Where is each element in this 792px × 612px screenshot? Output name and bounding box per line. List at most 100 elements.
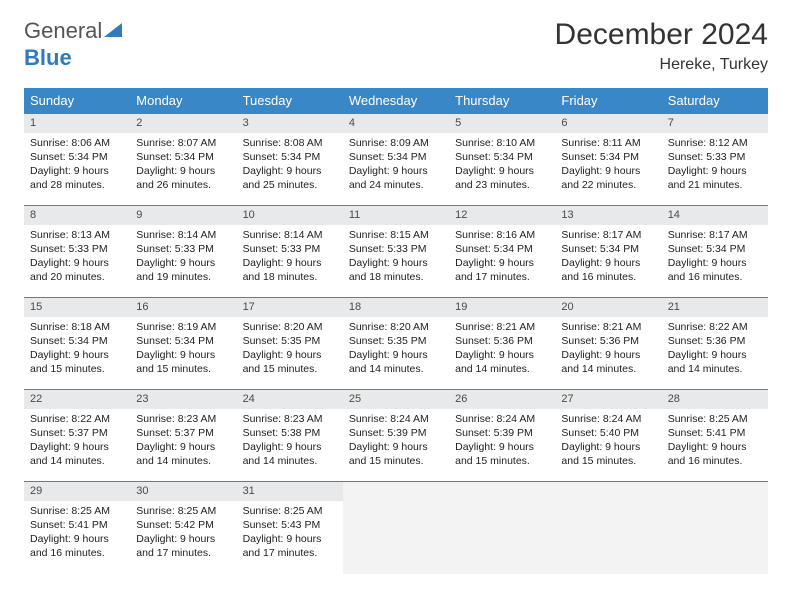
day-info: Sunrise: 8:23 AMSunset: 5:38 PMDaylight:… [237,409,343,473]
day-info: Sunrise: 8:12 AMSunset: 5:33 PMDaylight:… [662,133,768,197]
sunset-line: Sunset: 5:39 PM [455,427,533,439]
day-number: 27 [555,390,661,409]
daylight-line: Daylight: 9 hours and 16 minutes. [30,533,109,559]
day-info: Sunrise: 8:21 AMSunset: 5:36 PMDaylight:… [449,317,555,381]
calendar-day: 21Sunrise: 8:22 AMSunset: 5:36 PMDayligh… [662,298,768,390]
sunset-line: Sunset: 5:34 PM [349,151,427,163]
day-number: 28 [662,390,768,409]
sunset-line: Sunset: 5:43 PM [243,519,321,531]
daylight-line: Daylight: 9 hours and 28 minutes. [30,165,109,191]
sunrise-line: Sunrise: 8:21 AM [561,321,641,333]
header: General Blue December 2024 Hereke, Turke… [24,18,768,74]
day-info: Sunrise: 8:25 AMSunset: 5:41 PMDaylight:… [24,501,130,565]
day-number: 31 [237,482,343,501]
sunset-line: Sunset: 5:33 PM [349,243,427,255]
daylight-line: Daylight: 9 hours and 14 minutes. [136,441,215,467]
daylight-line: Daylight: 9 hours and 17 minutes. [136,533,215,559]
calendar-day: 30 Sunrise: 8:25 AM Sunset: 5:42 PM Dayligh… [130,482,236,574]
calendar-day: 22Sunrise: 8:22 AMSunset: 5:37 PMDayligh… [24,390,130,482]
logo-word-a: General [24,18,102,43]
day-number: 29 [24,482,130,501]
sunset-line: Sunset: 5:34 PM [243,151,321,163]
day-info: Sunrise: 8:06 AMSunset: 5:34 PMDaylight:… [24,133,130,197]
sunrise-line: Sunrise: 8:21 AM [455,321,535,333]
sunrise-line: Sunrise: 8:06 AM [30,137,110,149]
calendar-day: 18Sunrise: 8:20 AMSunset: 5:35 PMDayligh… [343,298,449,390]
day-number: 7 [662,114,768,133]
sunset-line: Sunset: 5:37 PM [136,427,214,439]
day-info: Sunrise: 8:14 AMSunset: 5:33 PMDaylight:… [130,225,236,289]
day-number: 12 [449,206,555,225]
sunset-line: Sunset: 5:35 PM [349,335,427,347]
page-title: December 2024 [555,18,768,52]
calendar-day: 2Sunrise: 8:07 AMSunset: 5:34 PMDaylight… [130,114,236,206]
sunset-line: Sunset: 5:34 PM [455,243,533,255]
calendar-day: 9Sunrise: 8:14 AMSunset: 5:33 PMDaylight… [130,206,236,298]
calendar-table: SundayMondayTuesdayWednesdayThursdayFrid… [24,88,768,574]
sunrise-line: Sunrise: 8:19 AM [136,321,216,333]
calendar-day: 23Sunrise: 8:23 AMSunset: 5:37 PMDayligh… [130,390,236,482]
day-info: Sunrise: 8:15 AMSunset: 5:33 PMDaylight:… [343,225,449,289]
daylight-line: Daylight: 9 hours and 18 minutes. [243,257,322,283]
calendar-day: 27 Sunrise: 8:24 AM Sunset: 5:40 PM Dayligh… [555,390,661,482]
daylight-line: Daylight: 9 hours and 15 minutes. [561,441,640,467]
calendar-day: 28Sunrise: 8:25 AMSunset: 5:41 PMDayligh… [662,390,768,482]
sunset-line: Sunset: 5:33 PM [136,243,214,255]
calendar-day-empty [449,482,555,574]
sunrise-line: Sunrise: 8:23 AM [243,413,323,425]
sunset-line: Sunset: 5:40 PM [561,427,639,439]
sunset-line: Sunset: 5:36 PM [455,335,533,347]
sunset-line: Sunset: 5:33 PM [243,243,321,255]
daylight-line: Daylight: 9 hours and 25 minutes. [243,165,322,191]
day-info [555,501,661,522]
sunrise-line: Sunrise: 8:15 AM [349,229,429,241]
sunrise-line: Sunrise: 8:24 AM [561,413,641,425]
day-info: Sunrise: 8:19 AMSunset: 5:34 PMDaylight:… [130,317,236,381]
sunrise-line: Sunrise: 8:25 AM [30,505,110,517]
sunset-line: Sunset: 5:42 PM [136,519,214,531]
sunrise-line: Sunrise: 8:17 AM [561,229,641,241]
day-info: Sunrise: 8:08 AM Sunset: 5:34 PM Daylight:… [237,133,343,197]
sunrise-line: Sunrise: 8:16 AM [455,229,535,241]
sunrise-line: Sunrise: 8:09 AM [349,137,429,149]
day-info: Sunrise: 8:25 AMSunset: 5:41 PMDaylight:… [662,409,768,473]
calendar-week: 29Sunrise: 8:25 AMSunset: 5:41 PMDayligh… [24,482,768,574]
day-number [555,482,661,501]
calendar-day-empty [662,482,768,574]
logo: General Blue [24,18,124,71]
day-number: 25 [343,390,449,409]
calendar-day: 25Sunrise: 8:24 AMSunset: 5:39 PMDayligh… [343,390,449,482]
day-number: 30 [130,482,236,501]
daylight-line: Daylight: 9 hours and 20 minutes. [30,257,109,283]
calendar-day: 16Sunrise: 8:19 AMSunset: 5:34 PMDayligh… [130,298,236,390]
weekday-header: Tuesday [237,88,343,114]
weekday-header: Friday [555,88,661,114]
daylight-line: Daylight: 9 hours and 17 minutes. [243,533,322,559]
daylight-line: Daylight: 9 hours and 21 minutes. [668,165,747,191]
sunset-line: Sunset: 5:33 PM [30,243,108,255]
calendar-day: 3Sunrise: 8:08 AMSunset: 5:34 PMDaylight… [237,114,343,206]
logo-word-b: Blue [24,45,72,70]
weekday-header: Monday [130,88,236,114]
day-info: Sunrise: 8:24 AMSunset: 5:39 PMDaylight:… [449,409,555,473]
calendar-week: 8Sunrise: 8:13 AMSunset: 5:33 PMDaylight… [24,206,768,298]
calendar-day: 1Sunrise: 8:06 AMSunset: 5:34 PMDaylight… [24,114,130,206]
day-number: 24 [237,390,343,409]
sunrise-line: Sunrise: 8:25 AM [136,505,216,517]
sunset-line: Sunset: 5:34 PM [668,243,746,255]
sunrise-line: Sunrise: 8:08 AM [243,137,323,149]
daylight-line: Daylight: 9 hours and 23 minutes. [455,165,534,191]
day-number: 19 [449,298,555,317]
daylight-line: Daylight: 9 hours and 19 minutes. [136,257,215,283]
day-info [449,501,555,522]
sunset-line: Sunset: 5:36 PM [668,335,746,347]
calendar-day: 8Sunrise: 8:13 AMSunset: 5:33 PMDaylight… [24,206,130,298]
sunset-line: Sunset: 5:33 PM [668,151,746,163]
day-info: Sunrise: 8:10 AMSunset: 5:34 PMDaylight:… [449,133,555,197]
day-number: 8 [24,206,130,225]
day-info: Sunrise: 8:11 AMSunset: 5:34 PMDaylight:… [555,133,661,197]
calendar-day: 7Sunrise: 8:12 AMSunset: 5:33 PMDaylight… [662,114,768,206]
day-info: Sunrise: 8:18 AMSunset: 5:34 PMDaylight:… [24,317,130,381]
calendar-day: 31Sunrise: 8:25 AMSunset: 5:43 PMDayligh… [237,482,343,574]
location-label: Hereke, Turkey [555,56,768,74]
